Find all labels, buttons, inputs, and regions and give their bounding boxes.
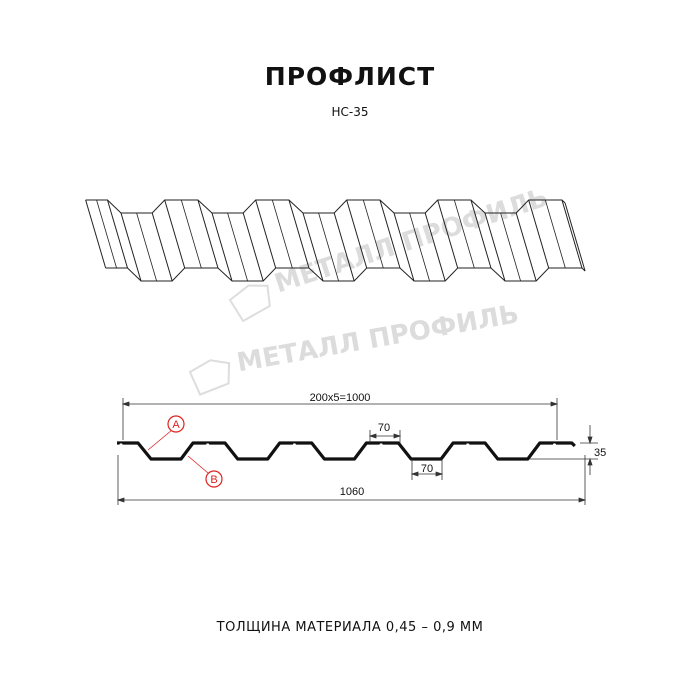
dim-top-flat: 70: [378, 422, 390, 434]
perspective-rib-line: [151, 212, 173, 282]
stiffener-groove: [379, 443, 383, 447]
perspective-rib-line: [393, 212, 415, 282]
perspective-rib-line: [470, 199, 492, 269]
perspective-rib-line: [333, 212, 355, 282]
perspective-view: [85, 199, 586, 282]
cross-section: [117, 441, 576, 461]
stiffener-groove: [206, 443, 210, 447]
perspective-rib-line: [288, 199, 310, 269]
perspective-groove-line: [453, 199, 475, 269]
callout-b-label: B: [210, 474, 217, 486]
callout-a-label: A: [172, 419, 180, 431]
watermark: МЕТАЛЛ ПРОФИЛЬ МЕТАЛЛ ПРОФИЛЬ: [188, 183, 552, 396]
perspective-rib-line: [211, 212, 233, 282]
dim-arrow: [121, 401, 130, 407]
perspective-rib-line: [85, 199, 107, 269]
perspective-groove-line: [500, 212, 521, 282]
watermark-logo-icon: [228, 284, 271, 323]
perspective-groove-line: [136, 212, 157, 282]
stiffener-groove: [119, 443, 123, 447]
perspective-groove-line: [409, 212, 430, 282]
dim-full-width: 1060: [340, 486, 364, 498]
perspective-rib-line: [107, 199, 128, 269]
dim-arrow: [116, 497, 125, 503]
perspective-groove-line: [180, 199, 202, 269]
perspective-rib-line: [528, 199, 550, 269]
dim-height: 35: [594, 447, 606, 459]
stiffener-groove: [292, 443, 296, 447]
perspective-rib-line: [120, 212, 142, 282]
stiffener-groove: [552, 443, 557, 447]
model-label: НС-35: [331, 105, 369, 119]
dim-arrow: [578, 497, 587, 503]
dim-pitch-total: 200x5=1000: [310, 392, 371, 404]
page-title: ПРОФЛИСТ: [264, 62, 436, 91]
perspective-groove-line: [227, 212, 248, 282]
perspective-rib-line: [255, 199, 277, 269]
perspective-rib-line: [515, 212, 537, 282]
dim-arrow: [587, 436, 593, 445]
perspective-rib-line: [379, 199, 401, 269]
stiffener-groove: [466, 443, 470, 447]
perspective-groove-line: [544, 199, 566, 269]
perspective-rib-line: [437, 199, 459, 269]
callout-a: A: [147, 415, 185, 451]
dim-bottom-flat: 70: [421, 463, 433, 475]
dim-arrow: [550, 401, 559, 407]
section-profile-line: [117, 441, 576, 461]
dim-arrow: [435, 471, 444, 477]
perspective-rib-line: [424, 212, 446, 282]
dim-arrow: [368, 433, 377, 439]
perspective-groove-line: [318, 212, 339, 282]
thickness-label: ТОЛЩИНА МАТЕРИАЛА 0,45 – 0,9 ММ: [216, 620, 484, 635]
dim-arrow: [410, 471, 419, 477]
perspective-groove-line: [362, 199, 384, 269]
perspective-rib-line: [484, 212, 506, 282]
perspective-groove-line: [271, 199, 293, 269]
dimension-lines: [116, 398, 598, 505]
perspective-rib-line: [346, 199, 368, 269]
perspective-rib-line: [302, 212, 324, 282]
perspective-rib-line: [564, 202, 586, 272]
watermark-logo-icon: [188, 359, 231, 396]
callout-b: B: [187, 455, 223, 488]
watermark-text-2: МЕТАЛЛ ПРОФИЛЬ: [235, 299, 521, 378]
perspective-rib-line: [197, 199, 219, 269]
perspective-groove-line: [96, 199, 117, 269]
perspective-rib-line: [164, 199, 186, 269]
dim-arrow: [587, 457, 593, 466]
dim-arrow: [393, 433, 402, 439]
watermark-text-1: МЕТАЛЛ ПРОФИЛЬ: [271, 183, 552, 300]
perspective-rib-line: [561, 199, 583, 269]
perspective-rib-line: [242, 212, 264, 282]
